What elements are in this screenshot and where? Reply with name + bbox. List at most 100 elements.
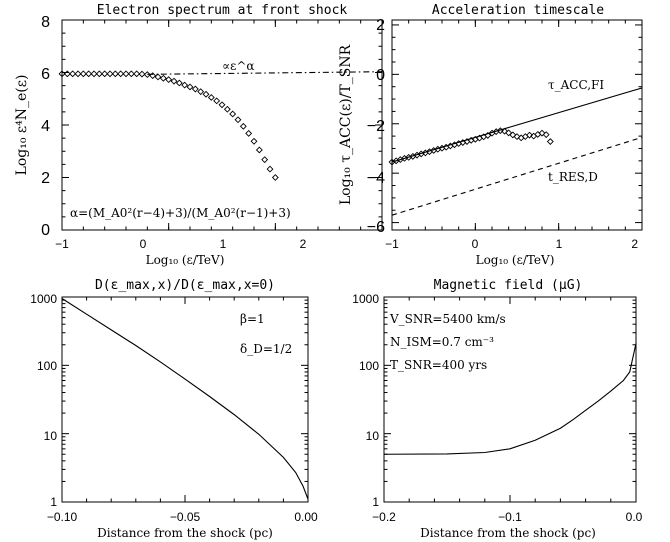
panel3-xtick-label: −0.10 [47, 510, 78, 524]
panel2-xtick-label: 1 [556, 237, 563, 251]
panel3-ytick-label: 100 [37, 359, 57, 373]
panel1-xtick-label: 1 [220, 237, 227, 251]
p1-diamond-point [79, 70, 87, 78]
p1-diamond-point [250, 137, 258, 145]
panel3-data [61, 298, 309, 500]
p1-diamond-point [133, 70, 141, 78]
panel4-xtick-label: 0.0 [626, 510, 643, 524]
panel1-xtick-label: −1 [55, 237, 69, 251]
p1-diamond-point [101, 70, 109, 78]
panel1-ytick-label: 6 [41, 66, 50, 83]
panel2-title: Acceleration timescale [432, 3, 604, 18]
p1-diamond-point [154, 73, 162, 81]
panel4-vsnr-label: V_SNR=5400 km/s [389, 312, 506, 326]
panel2-ytick-label: −4 [367, 170, 385, 187]
panel2-xtick-label: −1 [385, 237, 399, 251]
p4-series-line-0 [383, 343, 637, 455]
panel1-ytick-label: 8 [41, 14, 50, 31]
panel1-data [58, 70, 383, 181]
p1-diamond-point [255, 146, 263, 154]
panel1-ytick-label: 4 [41, 118, 50, 135]
p2-diamond-point [546, 138, 554, 145]
panel-magnetic-field: Magnetic field (μG) −0.2 −0.1 0.0 1 10 1… [352, 278, 642, 540]
p1-diamond-point [234, 116, 242, 124]
p1-diamond-point [218, 101, 226, 109]
panel1-powerlaw-annotation: ∝ε^α [222, 59, 255, 73]
panel-diffusion-ratio: D(ε_max,x)/D(ε_max,x=0) −0.10 −0.05 0.00… [30, 278, 318, 540]
panel3-beta-label: β=1 [240, 312, 265, 326]
panel2-xlabel: Log₁₀ (ε/TeV) [476, 253, 555, 267]
panel4-tsnr-label: T_SNR=400 yrs [390, 358, 487, 372]
p1-diamond-point [261, 156, 269, 164]
p1-diamond-point [69, 70, 77, 78]
p1-diamond-point [202, 90, 210, 98]
panel2-data [388, 87, 643, 216]
p1-diamond-point [58, 70, 66, 78]
p3-series-line-0 [61, 298, 309, 500]
panel4-ytick-label: 1 [372, 495, 379, 509]
panel3-ytick-label: 1 [50, 495, 57, 509]
p1-diamond-point [138, 70, 146, 78]
p2-diamond-point [505, 129, 513, 137]
p1-diamond-point [159, 74, 167, 82]
panel1-ylabel: Log₁₀ ε⁴N_e(ε) [14, 75, 30, 176]
panel2-ytick-label: 2 [376, 17, 385, 34]
p1-diamond-point [271, 174, 279, 181]
panel3-ytick-label: 10 [44, 429, 58, 443]
p1-diamond-point [149, 72, 157, 80]
p1-diamond-point [74, 70, 82, 78]
panel2-xtick-label: 0 [472, 237, 479, 251]
panel1-ytick-label: 0 [41, 222, 50, 239]
panel1-ytick-label: 2 [41, 170, 50, 187]
p1-diamond-point [266, 165, 274, 173]
p1-diamond-point [207, 94, 215, 101]
panel3-delta-label: δ_D=1/2 [240, 342, 292, 356]
p1-diamond-point [63, 70, 71, 78]
panel1-xtick-label: 0 [140, 237, 147, 251]
p2-diamond-point [513, 133, 521, 141]
p1-diamond-point [85, 70, 93, 78]
p2-diamond-point [542, 131, 550, 139]
p1-diamond-point [170, 77, 178, 85]
panel1-title: Electron spectrum at front shock [97, 3, 348, 18]
p1-diamond-point [229, 110, 237, 118]
p1-diamond-point [181, 81, 189, 89]
panel-acceleration-timescale: Acceleration timescale −1 0 1 2 −6 −4 −2… [338, 3, 643, 267]
panel3-ytick-label: 1000 [30, 292, 57, 306]
p1-diamond-point [197, 88, 205, 96]
panel2-ytick-label: 0 [376, 67, 385, 84]
panel4-title: Magnetic field (μG) [434, 278, 583, 293]
panel3-title: D(ε_max,x)/D(ε_max,x=0) [95, 278, 275, 293]
panel4-ytick-label: 1000 [352, 292, 379, 306]
panel2-xtick-label: 2 [631, 237, 638, 251]
p1-diamond-point [223, 105, 231, 113]
p2-diamond-point [526, 131, 533, 139]
panel2-frame [391, 19, 643, 231]
p1-diamond-point [127, 70, 135, 78]
panel3-frame [61, 296, 309, 503]
p1-diamond-point [213, 97, 221, 105]
p1-diamond-point [175, 79, 183, 87]
p1-diamond-point [239, 122, 247, 130]
p1-diamond-point [191, 85, 199, 93]
p2-series-line-1 [391, 136, 643, 216]
p2-diamond-point [538, 129, 546, 137]
panel1-frame [61, 19, 383, 231]
panel1-alpha-annotation: α=(M_A0²(r−4)+3)/(M_A0²(r−1)+3) [70, 206, 291, 220]
p1-diamond-point [106, 70, 114, 78]
panel4-xtick-label: −0.2 [372, 510, 396, 524]
panel4-xlabel: Distance from the shock (pc) [420, 526, 596, 540]
p1-diamond-point [90, 70, 98, 78]
p1-diamond-point [165, 76, 173, 84]
panel1-ticks [61, 19, 383, 231]
panel3-ticks [61, 296, 309, 503]
panel4-data [383, 343, 637, 455]
p2-series-line-0 [391, 87, 643, 163]
panel4-ytick-label: 10 [366, 429, 380, 443]
panel4-frame [383, 296, 637, 503]
panel2-ylabel: Log₁₀ τ_ACC(ε)/T_SNR [338, 44, 354, 205]
panel4-xtick-label: −0.1 [498, 510, 522, 524]
p1-diamond-point [143, 71, 151, 79]
panel2-ytick-label: −6 [367, 219, 385, 236]
